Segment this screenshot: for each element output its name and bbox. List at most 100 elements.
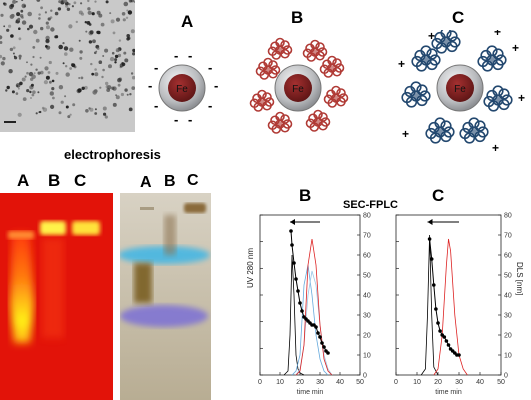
dls-data-point — [322, 345, 326, 349]
svg-text:+: + — [494, 30, 501, 39]
x-tick-label: 30 — [316, 379, 324, 386]
protein-molecule — [267, 111, 293, 134]
panel-b-label: B — [291, 8, 304, 27]
svg-text:-: - — [188, 48, 192, 63]
y2-tick-label: 0 — [504, 373, 508, 380]
y2-tick-label: 30 — [504, 313, 512, 320]
dls-data-point — [292, 261, 296, 265]
particle-c-core-label: Fe — [454, 84, 466, 95]
x-tick-label: 50 — [497, 379, 505, 386]
x-tick-label: 40 — [476, 379, 484, 386]
x-tick-label: 30 — [455, 379, 463, 386]
svg-text:-: - — [214, 78, 218, 93]
protein-molecule — [425, 117, 455, 144]
dls-data-point — [446, 343, 451, 347]
protein-molecule — [483, 85, 513, 112]
svg-text:-: - — [154, 98, 158, 113]
svg-text:-: - — [208, 60, 212, 75]
dls-data-point — [457, 353, 461, 357]
dls-data-point — [434, 307, 438, 311]
y2-tick-label: 80 — [363, 213, 371, 220]
svg-text:-: - — [174, 48, 178, 63]
tem-micrograph-image — [0, 0, 136, 132]
svg-text:-: - — [148, 78, 152, 93]
dls-data-point — [427, 237, 432, 241]
dls-data-point — [444, 339, 449, 343]
svg-text:-: - — [188, 112, 192, 127]
dls-data-point — [289, 229, 293, 233]
svg-text:+: + — [492, 141, 499, 155]
sec-plot-b: 0 10 20 30 40 50 time min 0 10 20 30 40 50 60 70 80 — [258, 213, 371, 397]
dls-data-point — [429, 257, 434, 261]
positive-charges: + + + + + + + — [398, 30, 525, 155]
dls-data-point — [320, 341, 324, 345]
dls-data-point — [432, 283, 436, 287]
purple-dye-band — [120, 305, 208, 327]
y2-tick-label: 40 — [504, 293, 512, 300]
x-tick-label: 50 — [356, 379, 364, 386]
left-gel-lane-a: A — [17, 171, 30, 190]
left-gel-lane-b: B — [48, 171, 61, 190]
protein-molecule — [401, 81, 431, 108]
x-tick-label: 40 — [336, 379, 344, 386]
lane-a-brown-band — [134, 263, 152, 303]
tem-micrograph — [0, 0, 136, 132]
protein-molecule — [411, 45, 441, 72]
electrophoresis-title: electrophoresis — [64, 147, 161, 162]
svg-text:-: - — [174, 112, 178, 127]
dls-data-point — [318, 335, 322, 339]
y2-tick-label: 80 — [504, 213, 512, 220]
y2-tick-label: 10 — [363, 353, 371, 360]
x-axis-label: time min — [435, 389, 462, 396]
protein-molecule — [431, 30, 461, 54]
dls-data-point — [298, 301, 302, 305]
x-tick-label: 20 — [434, 379, 442, 386]
lane-b-smear — [164, 215, 176, 255]
nanoparticle-schematics: Fe - - - - - - - - - - Fe Fe + + + + — [148, 30, 525, 155]
y2-tick-label: 20 — [363, 333, 371, 340]
protein-molecule — [319, 55, 345, 78]
protein-molecule — [302, 39, 328, 62]
sec-panel-c-label: C — [432, 186, 445, 205]
panel-c-label: C — [452, 8, 465, 27]
y2-tick-label: 0 — [363, 373, 367, 380]
y2-tick-label: 30 — [363, 313, 371, 320]
uv-series-line — [283, 254, 305, 376]
particle-a-core-label: Fe — [176, 84, 188, 95]
right-gel-lane-b: B — [164, 173, 176, 190]
y2-tick-label: 60 — [363, 253, 371, 260]
x-axis-label: time min — [297, 389, 324, 396]
x-tick-label: 0 — [394, 379, 398, 386]
protein-molecule — [459, 117, 489, 144]
left-gel-lane-c: C — [74, 171, 87, 190]
protein-molecule — [305, 109, 331, 132]
negative-charges: - - - - - - - - - - — [148, 48, 218, 127]
svg-text:-: - — [154, 60, 158, 75]
protein-molecule — [267, 37, 293, 60]
uv-series-line — [433, 238, 468, 376]
particle-b-core-label: Fe — [292, 84, 304, 95]
dls-data-point — [296, 289, 300, 293]
dls-data-point — [316, 331, 320, 335]
lane-c-band — [72, 221, 100, 235]
dls-data-point — [326, 351, 330, 355]
x-tick-label: 10 — [276, 379, 284, 386]
svg-text:+: + — [402, 127, 409, 141]
lane-a-well — [8, 231, 34, 239]
dls-data-point — [438, 329, 442, 333]
lane-b-band — [40, 221, 66, 235]
y2-tick-label: 70 — [363, 233, 371, 240]
lane-c-band — [184, 203, 206, 213]
y2-tick-label: 10 — [504, 353, 512, 360]
right-gel-lane-a: A — [140, 174, 152, 191]
dls-data-point — [290, 243, 294, 247]
particle-c: Fe + + + + + + + — [398, 30, 525, 155]
svg-text:+: + — [428, 30, 435, 43]
y2-tick-label: 50 — [363, 273, 371, 280]
particle-b: Fe — [249, 37, 349, 134]
sec-fplc-title: SEC-FPLC — [343, 199, 398, 211]
direction-arrow-head — [290, 219, 295, 225]
y2-tick-label: 60 — [504, 253, 512, 260]
uv-series-line — [295, 238, 333, 376]
y2-tick-label: 50 — [504, 273, 512, 280]
